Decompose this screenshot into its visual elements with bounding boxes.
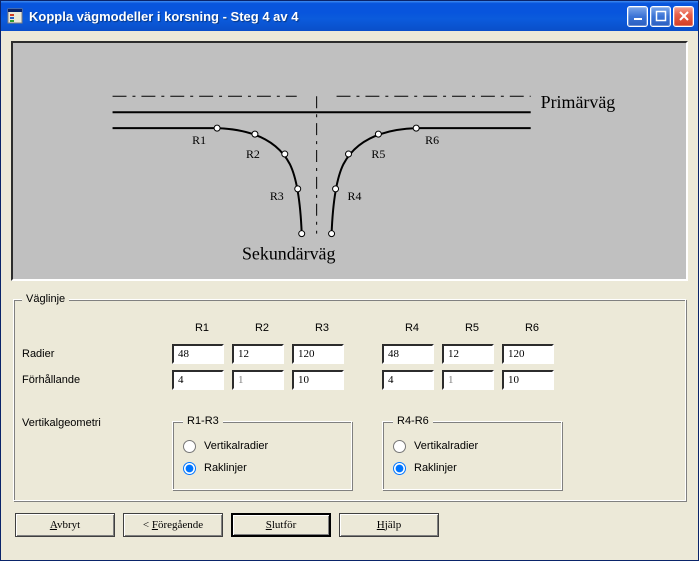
diag-label-secondary: Sekundärväg: [242, 244, 336, 264]
forhallande-r6-input[interactable]: [502, 370, 554, 390]
left-rak-label: Raklinjer: [204, 462, 247, 474]
window-title: Koppla vägmodeller i korsning - Steg 4 a…: [29, 9, 627, 24]
forhallande-r1-input[interactable]: [172, 370, 224, 390]
col-header-r6: R6: [502, 322, 562, 334]
radier-r4-input[interactable]: [382, 344, 434, 364]
diag-label-r5: R5: [371, 147, 385, 161]
radier-r3-input[interactable]: [292, 344, 344, 364]
col-header-r3: R3: [292, 322, 352, 334]
forhallande-r3-input[interactable]: [292, 370, 344, 390]
forhallande-r4-input[interactable]: [382, 370, 434, 390]
finish-button[interactable]: Slutför: [231, 513, 331, 537]
col-header-r5: R5: [442, 322, 502, 334]
r4-r6-legend: R4-R6: [393, 415, 433, 427]
diag-label-r2: R2: [246, 147, 260, 161]
maximize-button[interactable]: [650, 6, 671, 27]
button-bar: Avbryt < Föregående Slutför Hjälp: [11, 505, 688, 541]
right-rak-radio[interactable]: [393, 462, 406, 475]
diag-label-primary: Primärväg: [541, 92, 616, 112]
diag-label-r4: R4: [348, 189, 362, 203]
radier-r5-input[interactable]: [442, 344, 494, 364]
left-rak-option[interactable]: Raklinjer: [183, 457, 341, 479]
titlebar[interactable]: Koppla vägmodeller i korsning - Steg 4 a…: [1, 1, 698, 31]
app-icon: [7, 8, 23, 24]
diag-label-r6: R6: [425, 133, 439, 147]
r4-r6-group: R4-R6 Vertikalradier Raklinjer: [382, 415, 562, 490]
left-vertikal-label: Vertikalradier: [204, 440, 268, 452]
minimize-button[interactable]: [627, 6, 648, 27]
vaglinje-legend: Väglinje: [22, 293, 69, 305]
left-vertikal-radio[interactable]: [183, 440, 196, 453]
vaglinje-group: Väglinje R1 R2 R3 R4 R5 R6 Radier: [13, 293, 686, 501]
right-vertikal-option[interactable]: Vertikalradier: [393, 435, 551, 457]
right-vertikal-label: Vertikalradier: [414, 440, 478, 452]
intersection-diagram: R1 R2 R3 R4 R5 R6 Primärväg Sekundärväg: [11, 41, 688, 281]
left-rak-radio[interactable]: [183, 462, 196, 475]
client-area: R1 R2 R3 R4 R5 R6 Primärväg Sekundärväg …: [1, 31, 698, 560]
left-vertikal-option[interactable]: Vertikalradier: [183, 435, 341, 457]
r1-r3-legend: R1-R3: [183, 415, 223, 427]
col-header-r1: R1: [172, 322, 232, 334]
wizard-window: Koppla vägmodeller i korsning - Steg 4 a…: [0, 0, 699, 561]
right-vertikal-radio[interactable]: [393, 440, 406, 453]
radier-r2-input[interactable]: [232, 344, 284, 364]
col-header-r4: R4: [382, 322, 442, 334]
cancel-button[interactable]: Avbryt: [15, 513, 115, 537]
right-rak-label: Raklinjer: [414, 462, 457, 474]
diag-label-r3: R3: [270, 189, 284, 203]
r1-r3-group: R1-R3 Vertikalradier Raklinjer: [172, 415, 352, 490]
diag-label-r1: R1: [192, 133, 206, 147]
close-button[interactable]: [673, 6, 694, 27]
vertikal-label: Vertikalgeometri: [22, 417, 172, 429]
previous-button[interactable]: < Föregående: [123, 513, 223, 537]
help-button[interactable]: Hjälp: [339, 513, 439, 537]
radier-label: Radier: [22, 348, 172, 360]
forhallande-r2-input: [232, 370, 284, 390]
radier-r6-input[interactable]: [502, 344, 554, 364]
forhallande-label: Förhållande: [22, 374, 172, 386]
radier-r1-input[interactable]: [172, 344, 224, 364]
forhallande-r5-input: [442, 370, 494, 390]
right-rak-option[interactable]: Raklinjer: [393, 457, 551, 479]
col-header-r2: R2: [232, 322, 292, 334]
